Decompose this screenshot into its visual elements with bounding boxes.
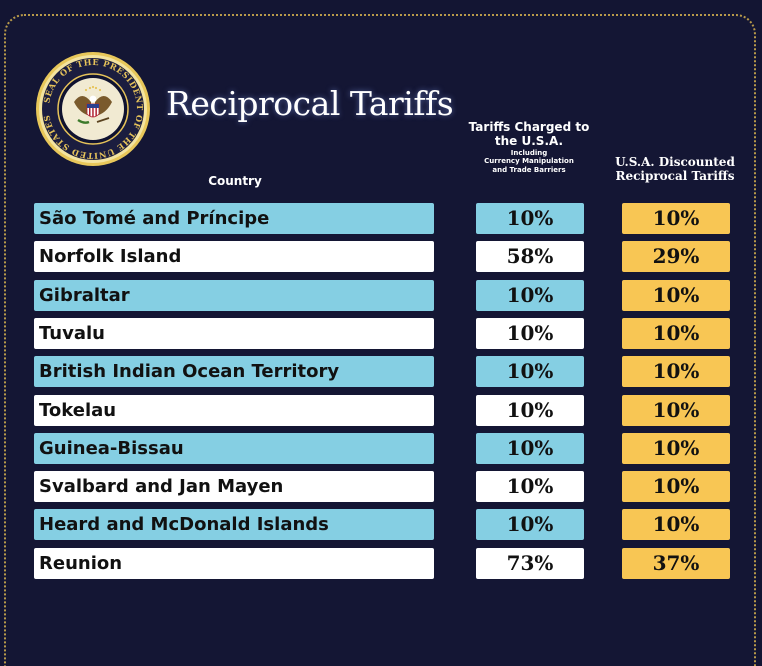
discounted-tariff-cell: 29% [622,241,730,272]
charged-tariff-cell: 10% [476,203,584,234]
country-cell: Heard and McDonald Islands [34,509,434,540]
table-row: Svalbard and Jan Mayen 10% 10% [0,471,762,502]
table-row: Heard and McDonald Islands 10% 10% [0,509,762,540]
discounted-tariff-cell: 10% [622,471,730,502]
charged-tariff-cell: 73% [476,548,584,579]
country-cell: Svalbard and Jan Mayen [34,471,434,502]
presidential-seal-icon: SEAL OF THE PRESIDENT OF THE UNITED STAT… [36,52,150,166]
country-cell: Tuvalu [34,318,434,349]
charged-tariff-cell: 10% [476,509,584,540]
charged-tariff-cell: 58% [476,241,584,272]
column-header-discount: U.S.A. Discounted Reciprocal Tariffs [615,155,735,183]
page-title: Reciprocal Tariffs [166,84,454,123]
discounted-tariff-cell: 10% [622,356,730,387]
table-row: Norfolk Island 58% 29% [0,241,762,272]
charged-tariff-cell: 10% [476,395,584,426]
column-header-charged-main: Tariffs Charged to the U.S.A. [468,120,590,148]
discounted-tariff-cell: 10% [622,203,730,234]
discounted-tariff-cell: 10% [622,318,730,349]
charged-tariff-cell: 10% [476,471,584,502]
country-cell: Guinea-Bissau [34,433,434,464]
column-header-charged: Tariffs Charged to the U.S.A. Including … [462,120,596,175]
charged-tariff-cell: 10% [476,318,584,349]
country-cell: Gibraltar [34,280,434,311]
country-cell: São Tomé and Príncipe [34,203,434,234]
country-cell: British Indian Ocean Territory [34,356,434,387]
column-header-charged-sub-1: Including [510,148,548,157]
table-row: British Indian Ocean Territory 10% 10% [0,356,762,387]
charged-tariff-cell: 10% [476,280,584,311]
column-header-country: Country [208,174,262,188]
charged-tariff-cell: 10% [476,356,584,387]
table-row: Gibraltar 10% 10% [0,280,762,311]
country-cell: Reunion [34,548,434,579]
table-row: Guinea-Bissau 10% 10% [0,433,762,464]
column-header-charged-sub-3: and Trade Barriers [492,166,566,175]
discounted-tariff-cell: 10% [622,395,730,426]
charged-tariff-cell: 10% [476,433,584,464]
table-row: Tokelau 10% 10% [0,395,762,426]
table-row: Tuvalu 10% 10% [0,318,762,349]
column-header-charged-sub-2: Currency Manipulation [484,157,574,166]
discounted-tariff-cell: 10% [622,433,730,464]
table-row: Reunion 73% 37% [0,548,762,579]
table-row: São Tomé and Príncipe 10% 10% [0,203,762,234]
country-cell: Norfolk Island [34,241,434,272]
discounted-tariff-cell: 37% [622,548,730,579]
country-cell: Tokelau [34,395,434,426]
discounted-tariff-cell: 10% [622,280,730,311]
discounted-tariff-cell: 10% [622,509,730,540]
